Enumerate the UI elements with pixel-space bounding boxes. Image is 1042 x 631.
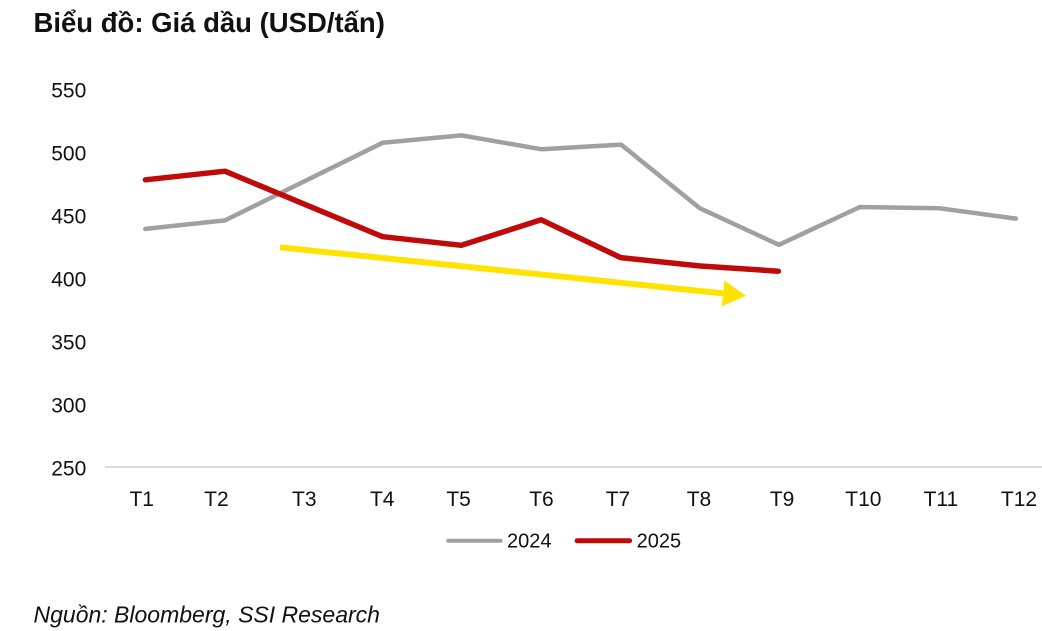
svg-text:T1: T1 xyxy=(129,488,154,511)
svg-text:T12: T12 xyxy=(1001,488,1037,511)
svg-text:Biểu đồ: Giá dầu (USD/tấn): Biểu đồ: Giá dầu (USD/tấn) xyxy=(34,7,385,38)
svg-text:2024: 2024 xyxy=(507,531,552,553)
svg-text:550: 550 xyxy=(51,80,86,103)
svg-text:T9: T9 xyxy=(770,488,795,511)
svg-text:T11: T11 xyxy=(924,488,959,511)
svg-text:T10: T10 xyxy=(845,488,881,511)
svg-text:450: 450 xyxy=(51,206,86,229)
svg-text:500: 500 xyxy=(51,143,86,166)
svg-text:250: 250 xyxy=(51,458,86,481)
svg-text:T3: T3 xyxy=(292,488,317,511)
svg-text:400: 400 xyxy=(51,269,86,292)
svg-text:T6: T6 xyxy=(529,488,554,511)
svg-text:T2: T2 xyxy=(204,488,229,511)
svg-text:T5: T5 xyxy=(446,488,471,511)
svg-text:T7: T7 xyxy=(606,488,631,511)
svg-text:Nguồn: Bloomberg, SSI Research: Nguồn: Bloomberg, SSI Research xyxy=(34,601,380,627)
svg-text:2025: 2025 xyxy=(637,531,682,553)
svg-text:300: 300 xyxy=(51,395,86,418)
svg-text:T8: T8 xyxy=(687,488,712,511)
svg-text:T4: T4 xyxy=(370,488,395,511)
svg-text:350: 350 xyxy=(51,332,86,355)
